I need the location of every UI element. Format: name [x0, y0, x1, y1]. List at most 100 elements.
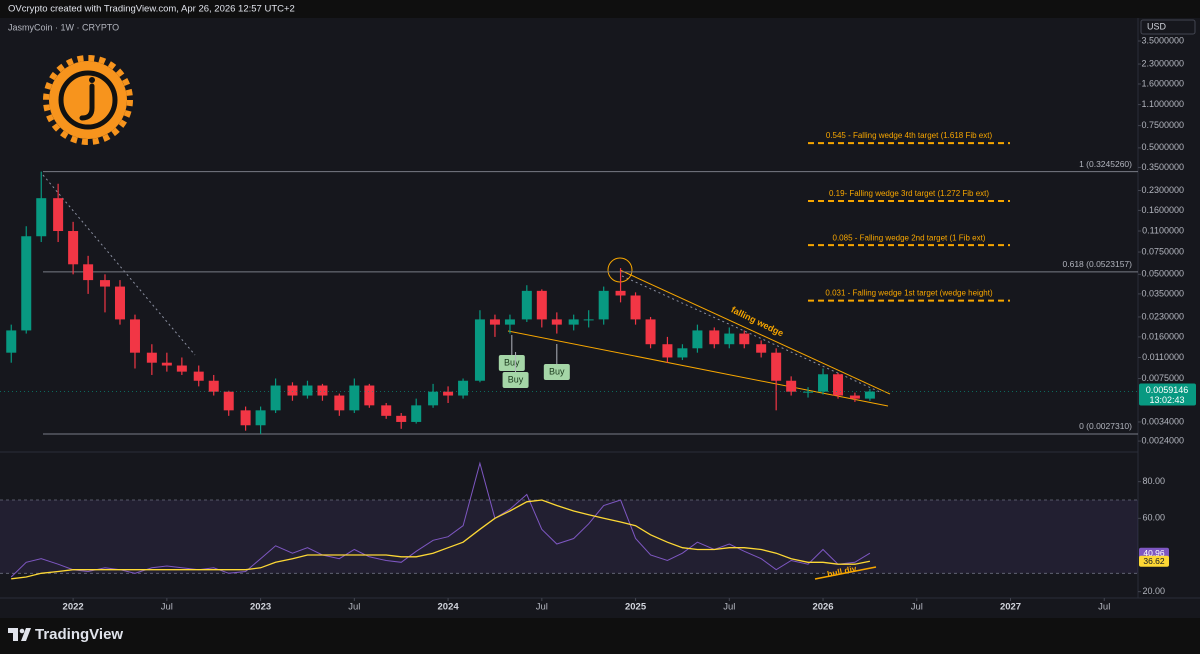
y-tick-label: 0.0160000 — [1141, 331, 1184, 341]
x-tick-label: Jul — [723, 602, 735, 613]
candle-body — [818, 374, 829, 392]
candle-body — [583, 319, 594, 321]
symbol-title: JasmyCoin · 1W · CRYPTO — [8, 22, 119, 32]
y-tick-label: 1.6000000 — [1141, 78, 1184, 88]
rsi-value-label: 36.62 — [1143, 556, 1165, 566]
target-label: 0.19- Falling wedge 3rd target (1.272 Fi… — [829, 189, 989, 198]
candle-body — [692, 330, 703, 349]
coin-logo — [43, 55, 133, 145]
candle-body — [396, 415, 407, 422]
candle-body — [724, 333, 735, 345]
signal-box — [543, 364, 570, 380]
wedge-upper — [619, 269, 891, 395]
rsi-tick-label: 80.00 — [1142, 476, 1165, 486]
x-tick-label: 2026 — [812, 602, 833, 613]
y-tick-label: 0.0750000 — [1141, 246, 1184, 256]
candle-body — [240, 410, 251, 426]
brand-logo-dot — [19, 628, 25, 634]
candle-body — [270, 385, 281, 411]
x-tick-label: Jul — [536, 602, 548, 613]
candle-body — [161, 362, 172, 366]
candle-body — [771, 352, 782, 381]
y-tick-label: 0.0230000 — [1141, 311, 1184, 321]
x-tick-label: Jul — [1098, 602, 1110, 613]
candle-body — [521, 290, 532, 320]
bull-div-line — [814, 566, 877, 580]
y-tick-label: 0.0075000 — [1141, 373, 1184, 383]
candle-body — [287, 385, 298, 396]
candle-body — [6, 330, 17, 353]
currency-box — [1140, 19, 1196, 35]
candle-body — [68, 231, 79, 265]
candle-body — [381, 405, 392, 416]
candle-body — [302, 385, 313, 396]
y-tick-label: 0.0034000 — [1141, 416, 1184, 426]
countdown-label: 13:02:43 — [1149, 395, 1184, 405]
trend-line — [621, 275, 881, 393]
candle-body — [864, 391, 875, 399]
rsi-band — [0, 500, 1138, 574]
candle-body — [317, 385, 328, 396]
rsi-value-label: 40.96 — [1143, 548, 1165, 558]
indicator-line — [10, 461, 871, 578]
y-tick-label: 2.3000000 — [1141, 58, 1184, 68]
trend-line — [42, 174, 196, 356]
candle-body — [53, 198, 64, 232]
y-tick-label: 1.1000000 — [1141, 99, 1184, 109]
candle-body — [598, 290, 609, 320]
rsi-value-box — [1139, 555, 1169, 567]
candle-body — [349, 385, 360, 411]
candle-body — [428, 391, 439, 406]
candle-body — [36, 198, 47, 237]
wedge-lower — [507, 330, 889, 407]
y-tick-label: 0.0350000 — [1141, 288, 1184, 298]
rsi-tick-label: 60.00 — [1142, 513, 1165, 523]
candle-body — [21, 236, 32, 331]
candle-body — [803, 391, 814, 393]
fib-label: 0 (0.0027310) — [1079, 421, 1132, 431]
signal-label: Buy — [549, 366, 565, 376]
candle-body — [849, 395, 860, 399]
candle-body — [677, 348, 688, 358]
x-tick-label: 2025 — [625, 602, 647, 613]
indicator-line — [11, 499, 871, 580]
candle-body — [489, 319, 500, 325]
y-tick-label: 0.0500000 — [1141, 269, 1184, 279]
candle-body — [645, 319, 656, 345]
y-tick-label: 0.0024000 — [1141, 435, 1184, 445]
candle-body — [411, 405, 422, 422]
candle-body — [833, 374, 844, 396]
candle-body — [630, 295, 641, 320]
candle-body — [334, 395, 345, 411]
logo-teeth — [43, 55, 133, 145]
candle-body — [709, 330, 720, 345]
signal-box — [498, 355, 525, 371]
signal-label: Buy — [508, 374, 524, 384]
candle-body — [255, 410, 266, 426]
fib-label: 0.618 (0.0523157) — [1063, 259, 1133, 269]
candle-body — [176, 365, 187, 372]
candle-body — [146, 352, 157, 363]
candle-body — [364, 385, 375, 406]
x-tick-label: 2024 — [438, 602, 460, 613]
candle-body — [662, 344, 673, 358]
candle-body — [551, 319, 562, 325]
candle-body — [474, 319, 485, 381]
x-tick-label: 2027 — [1000, 602, 1021, 613]
candle-body — [739, 333, 750, 345]
candle-body — [615, 290, 626, 296]
y-tick-label: 0.1600000 — [1141, 205, 1184, 215]
candle-body — [443, 391, 454, 396]
brand-name: TradingView — [35, 626, 123, 643]
candle-body — [504, 319, 515, 325]
logo-j — [79, 83, 95, 121]
signal-label: Buy — [504, 357, 520, 367]
logo-dot — [89, 77, 95, 83]
x-tick-label: Jul — [348, 602, 360, 613]
candle-body — [786, 380, 797, 392]
candle-body — [536, 290, 547, 320]
brand-logo — [8, 628, 31, 641]
target-label: 0.545 - Falling wedge 4th target (1.618 … — [826, 131, 993, 140]
